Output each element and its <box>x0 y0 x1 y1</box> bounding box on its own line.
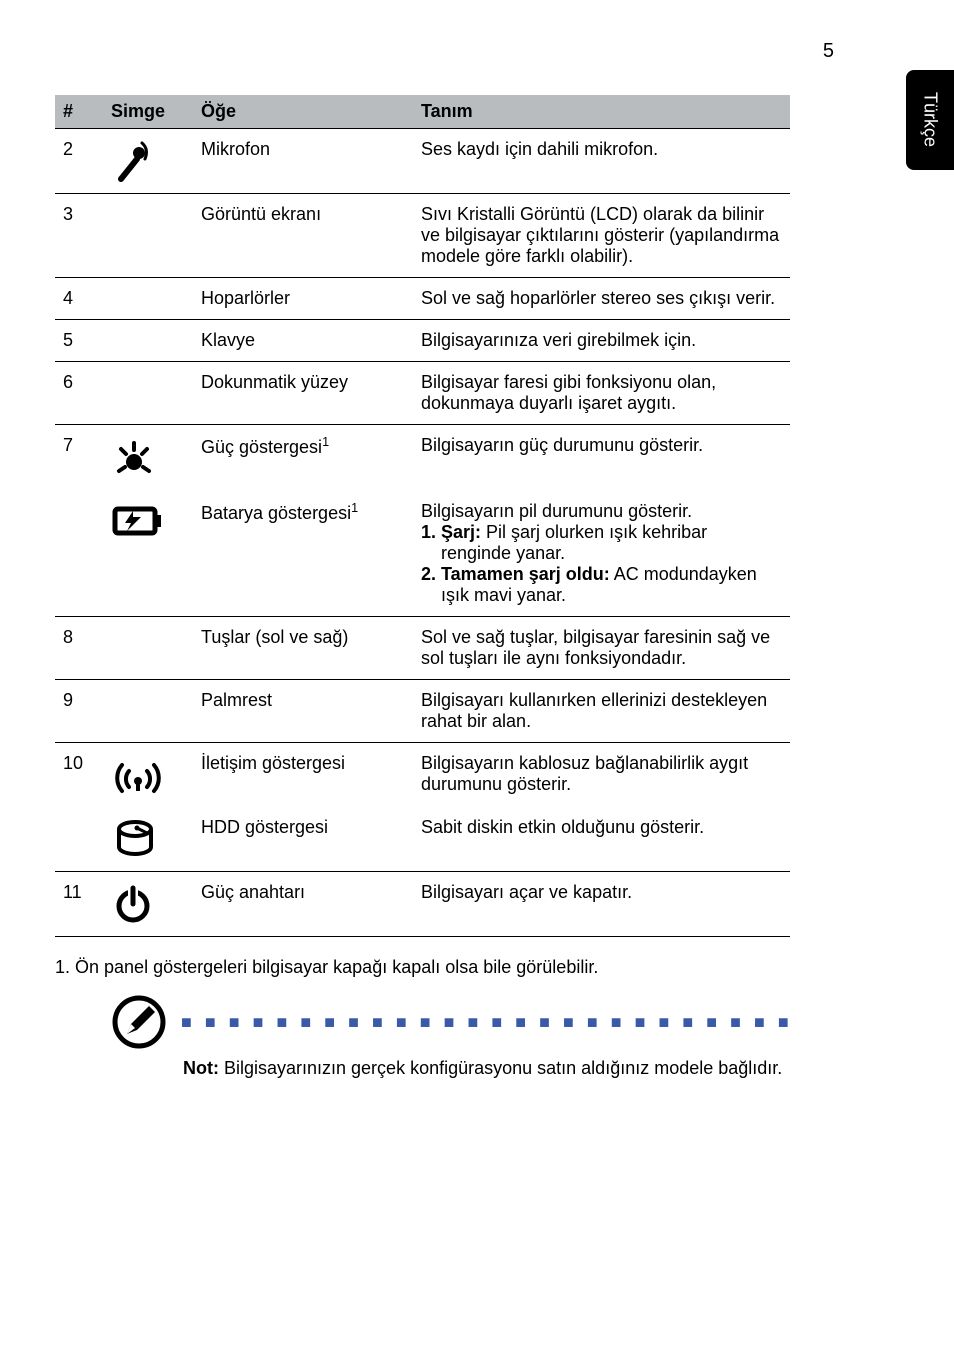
wifi-icon <box>103 743 193 808</box>
oge-text: Batarya göstergesi <box>201 503 351 523</box>
table-row: HDD göstergesi Sabit diskin etkin olduğu… <box>55 807 790 872</box>
cell-oge: Mikrofon <box>193 129 413 194</box>
table-row: 7 Güç göstergesi1 Bilgisayarın güç durum… <box>55 425 790 492</box>
parts-table: # Simge Öğe Tanım 2 Mikrofon Ses kaydı i… <box>55 95 790 937</box>
cell-tanim: Sol ve sağ tuşlar, bilgisayar faresinin … <box>413 617 790 680</box>
col-header-simge: Simge <box>103 95 193 129</box>
cell-num: 7 <box>55 425 103 492</box>
cell-tanim: Bilgisayarın kablosuz bağlanabilirlik ay… <box>413 743 790 808</box>
cell-oge: Batarya göstergesi1 <box>193 491 413 617</box>
footnote-text: 1. Ön panel göstergeleri bilgisayar kapa… <box>55 957 790 978</box>
page-number: 5 <box>823 40 834 63</box>
cell-oge: Hoparlörler <box>193 278 413 320</box>
cell-num: 4 <box>55 278 103 320</box>
col-header-tanim: Tanım <box>413 95 790 129</box>
cell-num: 10 <box>55 743 103 808</box>
cell-icon-empty <box>103 680 193 743</box>
tanim-line: 2. Tamamen şarj oldu: AC modundayken ışı… <box>421 564 782 606</box>
cell-icon-empty <box>103 278 193 320</box>
cell-oge: Dokunmatik yüzey <box>193 362 413 425</box>
note-block: ■ ■ ■ ■ ■ ■ ■ ■ ■ ■ ■ ■ ■ ■ ■ ■ ■ ■ ■ ■ … <box>55 994 790 1050</box>
oge-sup: 1 <box>322 435 329 449</box>
cell-tanim: Ses kaydı için dahili mikrofon. <box>413 129 790 194</box>
cell-num: 3 <box>55 194 103 278</box>
cell-num: 11 <box>55 872 103 937</box>
cell-num: 5 <box>55 320 103 362</box>
cell-icon-empty <box>103 617 193 680</box>
cell-tanim: Sıvı Kristalli Görüntü (LCD) olarak da b… <box>413 194 790 278</box>
cell-oge: Klavye <box>193 320 413 362</box>
language-tab: Türkçe <box>906 70 954 170</box>
table-row: 8 Tuşlar (sol ve sağ) Sol ve sağ tuşlar,… <box>55 617 790 680</box>
cell-tanim: Bilgisayarı açar ve kapatır. <box>413 872 790 937</box>
table-row: 2 Mikrofon Ses kaydı için dahili mikrofo… <box>55 129 790 194</box>
table-row: 3 Görüntü ekranı Sıvı Kristalli Görüntü … <box>55 194 790 278</box>
hdd-icon <box>103 807 193 872</box>
mic-icon <box>103 129 193 194</box>
main-content: # Simge Öğe Tanım 2 Mikrofon Ses kaydı i… <box>55 95 790 1080</box>
cell-oge: Görüntü ekranı <box>193 194 413 278</box>
cell-tanim: Bilgisayarın güç durumunu gösterir. <box>413 425 790 492</box>
oge-sup: 1 <box>351 501 358 515</box>
table-row: 5 Klavye Bilgisayarınıza veri girebilmek… <box>55 320 790 362</box>
cell-oge: HDD göstergesi <box>193 807 413 872</box>
cell-num <box>55 491 103 617</box>
cell-oge: Palmrest <box>193 680 413 743</box>
oge-text: Güç göstergesi <box>201 437 322 457</box>
cell-tanim: Bilgisayar faresi gibi fonksiyonu olan, … <box>413 362 790 425</box>
cell-num: 6 <box>55 362 103 425</box>
tanim-line: Bilgisayarın pil durumunu gösterir. <box>421 501 782 522</box>
cell-tanim: Bilgisayarı kullanırken ellerinizi deste… <box>413 680 790 743</box>
cell-num: 2 <box>55 129 103 194</box>
cell-oge: Güç göstergesi1 <box>193 425 413 492</box>
battery-icon <box>103 491 193 617</box>
cell-num: 8 <box>55 617 103 680</box>
table-row: Batarya göstergesi1 Bilgisayarın pil dur… <box>55 491 790 617</box>
cell-tanim: Sabit diskin etkin olduğunu gösterir. <box>413 807 790 872</box>
bold-prefix: 1. Şarj: <box>421 522 481 542</box>
tanim-line: 1. Şarj: Pil şarj olurken ışık kehribar … <box>421 522 782 564</box>
cell-icon-empty <box>103 362 193 425</box>
cell-icon-empty <box>103 320 193 362</box>
cell-num: 9 <box>55 680 103 743</box>
table-row: 4 Hoparlörler Sol ve sağ hoparlörler ste… <box>55 278 790 320</box>
cell-tanim: Bilgisayarınıza veri girebilmek için. <box>413 320 790 362</box>
table-row: 6 Dokunmatik yüzey Bilgisayar faresi gib… <box>55 362 790 425</box>
note-dashes: ■ ■ ■ ■ ■ ■ ■ ■ ■ ■ ■ ■ ■ ■ ■ ■ ■ ■ ■ ■ … <box>181 994 790 1033</box>
table-row: 11 Güç anahtarı Bilgisayarı açar ve kapa… <box>55 872 790 937</box>
cell-oge: İletişim göstergesi <box>193 743 413 808</box>
bold-prefix: 2. Tamamen şarj oldu: <box>421 564 610 584</box>
note-body: Bilgisayarınızın gerçek konfigürasyonu s… <box>219 1058 782 1078</box>
note-text: Not: Bilgisayarınızın gerçek konfigürasy… <box>183 1056 790 1080</box>
cell-tanim: Bilgisayarın pil durumunu gösterir. 1. Ş… <box>413 491 790 617</box>
table-row: 9 Palmrest Bilgisayarı kullanırken eller… <box>55 680 790 743</box>
table-row: 10 İletişim göstergesi Bilgisayarın kabl… <box>55 743 790 808</box>
pencil-note-icon <box>111 994 167 1050</box>
cell-tanim: Sol ve sağ hoparlörler stereo ses çıkışı… <box>413 278 790 320</box>
col-header-num: # <box>55 95 103 129</box>
cell-icon-empty <box>103 194 193 278</box>
col-header-oge: Öğe <box>193 95 413 129</box>
cell-num <box>55 807 103 872</box>
cell-oge: Güç anahtarı <box>193 872 413 937</box>
note-bold: Not: <box>183 1058 219 1078</box>
power-icon <box>103 872 193 937</box>
cell-oge: Tuşlar (sol ve sağ) <box>193 617 413 680</box>
power-led-icon <box>103 425 193 492</box>
